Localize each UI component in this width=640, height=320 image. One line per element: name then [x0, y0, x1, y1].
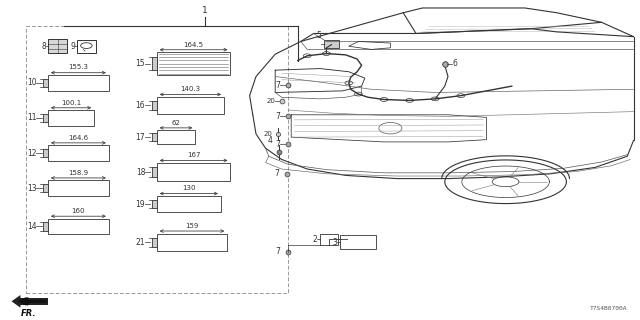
Bar [157, 97, 224, 114]
Text: 18: 18 [136, 168, 145, 177]
Bar [43, 222, 48, 231]
Bar [157, 234, 227, 251]
Bar [48, 110, 94, 126]
Text: FR.: FR. [20, 309, 36, 318]
Bar [77, 40, 96, 52]
Bar [152, 101, 157, 110]
Bar [320, 234, 338, 245]
Text: 155.3: 155.3 [68, 64, 88, 70]
Text: 16: 16 [136, 101, 145, 110]
Bar [43, 149, 48, 157]
Bar [43, 184, 48, 192]
Circle shape [380, 98, 388, 101]
Bar [48, 219, 109, 234]
Text: 6: 6 [452, 59, 458, 68]
Text: 62: 62 [172, 120, 180, 126]
Bar [152, 200, 157, 208]
Text: 7: 7 [275, 247, 280, 256]
Circle shape [431, 97, 439, 101]
Text: 5: 5 [316, 31, 321, 40]
Text: 11: 11 [27, 114, 36, 123]
Bar [152, 167, 157, 177]
Bar [48, 145, 109, 161]
Bar [152, 237, 157, 247]
Text: 17: 17 [136, 132, 145, 142]
Text: 7: 7 [275, 140, 280, 148]
Circle shape [457, 94, 465, 98]
Text: 9: 9 [70, 42, 75, 51]
Text: 8: 8 [42, 42, 46, 51]
Text: 13: 13 [27, 184, 36, 193]
Text: 15: 15 [136, 59, 145, 68]
Text: 7: 7 [275, 81, 280, 90]
Bar [157, 52, 230, 75]
Text: 159: 159 [186, 223, 198, 229]
Text: 100.1: 100.1 [61, 100, 81, 106]
Bar [48, 75, 109, 91]
Bar [48, 39, 67, 53]
Text: 140.3: 140.3 [180, 86, 200, 92]
Text: 10: 10 [27, 78, 36, 87]
Bar [152, 133, 157, 141]
Text: 2: 2 [312, 235, 317, 244]
Bar [43, 114, 48, 122]
Text: 3: 3 [332, 238, 337, 247]
Bar [157, 196, 221, 212]
Text: 20: 20 [266, 98, 275, 104]
Text: 4: 4 [268, 136, 273, 145]
Circle shape [406, 99, 413, 102]
Text: 1: 1 [202, 6, 207, 15]
Bar [26, 26, 288, 293]
Circle shape [345, 81, 353, 85]
Polygon shape [19, 298, 48, 305]
Text: 164.5: 164.5 [184, 42, 204, 47]
Circle shape [355, 92, 362, 96]
Text: 19: 19 [136, 200, 145, 209]
Bar [48, 180, 109, 196]
Text: 160: 160 [72, 208, 85, 214]
Text: 7: 7 [275, 112, 280, 121]
Text: 14: 14 [27, 222, 36, 231]
Text: 20: 20 [263, 131, 272, 137]
Text: T7S4B0700A: T7S4B0700A [589, 306, 627, 311]
Text: 7: 7 [274, 169, 279, 178]
Text: 158.9: 158.9 [68, 170, 88, 176]
Bar [152, 58, 157, 70]
Polygon shape [12, 295, 20, 308]
Text: 21: 21 [136, 238, 145, 247]
Circle shape [303, 54, 311, 58]
Text: 167: 167 [187, 152, 200, 158]
Text: 164.6: 164.6 [68, 135, 88, 140]
Bar [324, 40, 339, 48]
Circle shape [323, 52, 330, 55]
Bar [340, 235, 376, 249]
Bar [43, 79, 48, 87]
Bar [157, 131, 195, 144]
Bar [157, 163, 230, 181]
Text: 130: 130 [182, 185, 196, 191]
Text: 12: 12 [27, 148, 36, 157]
